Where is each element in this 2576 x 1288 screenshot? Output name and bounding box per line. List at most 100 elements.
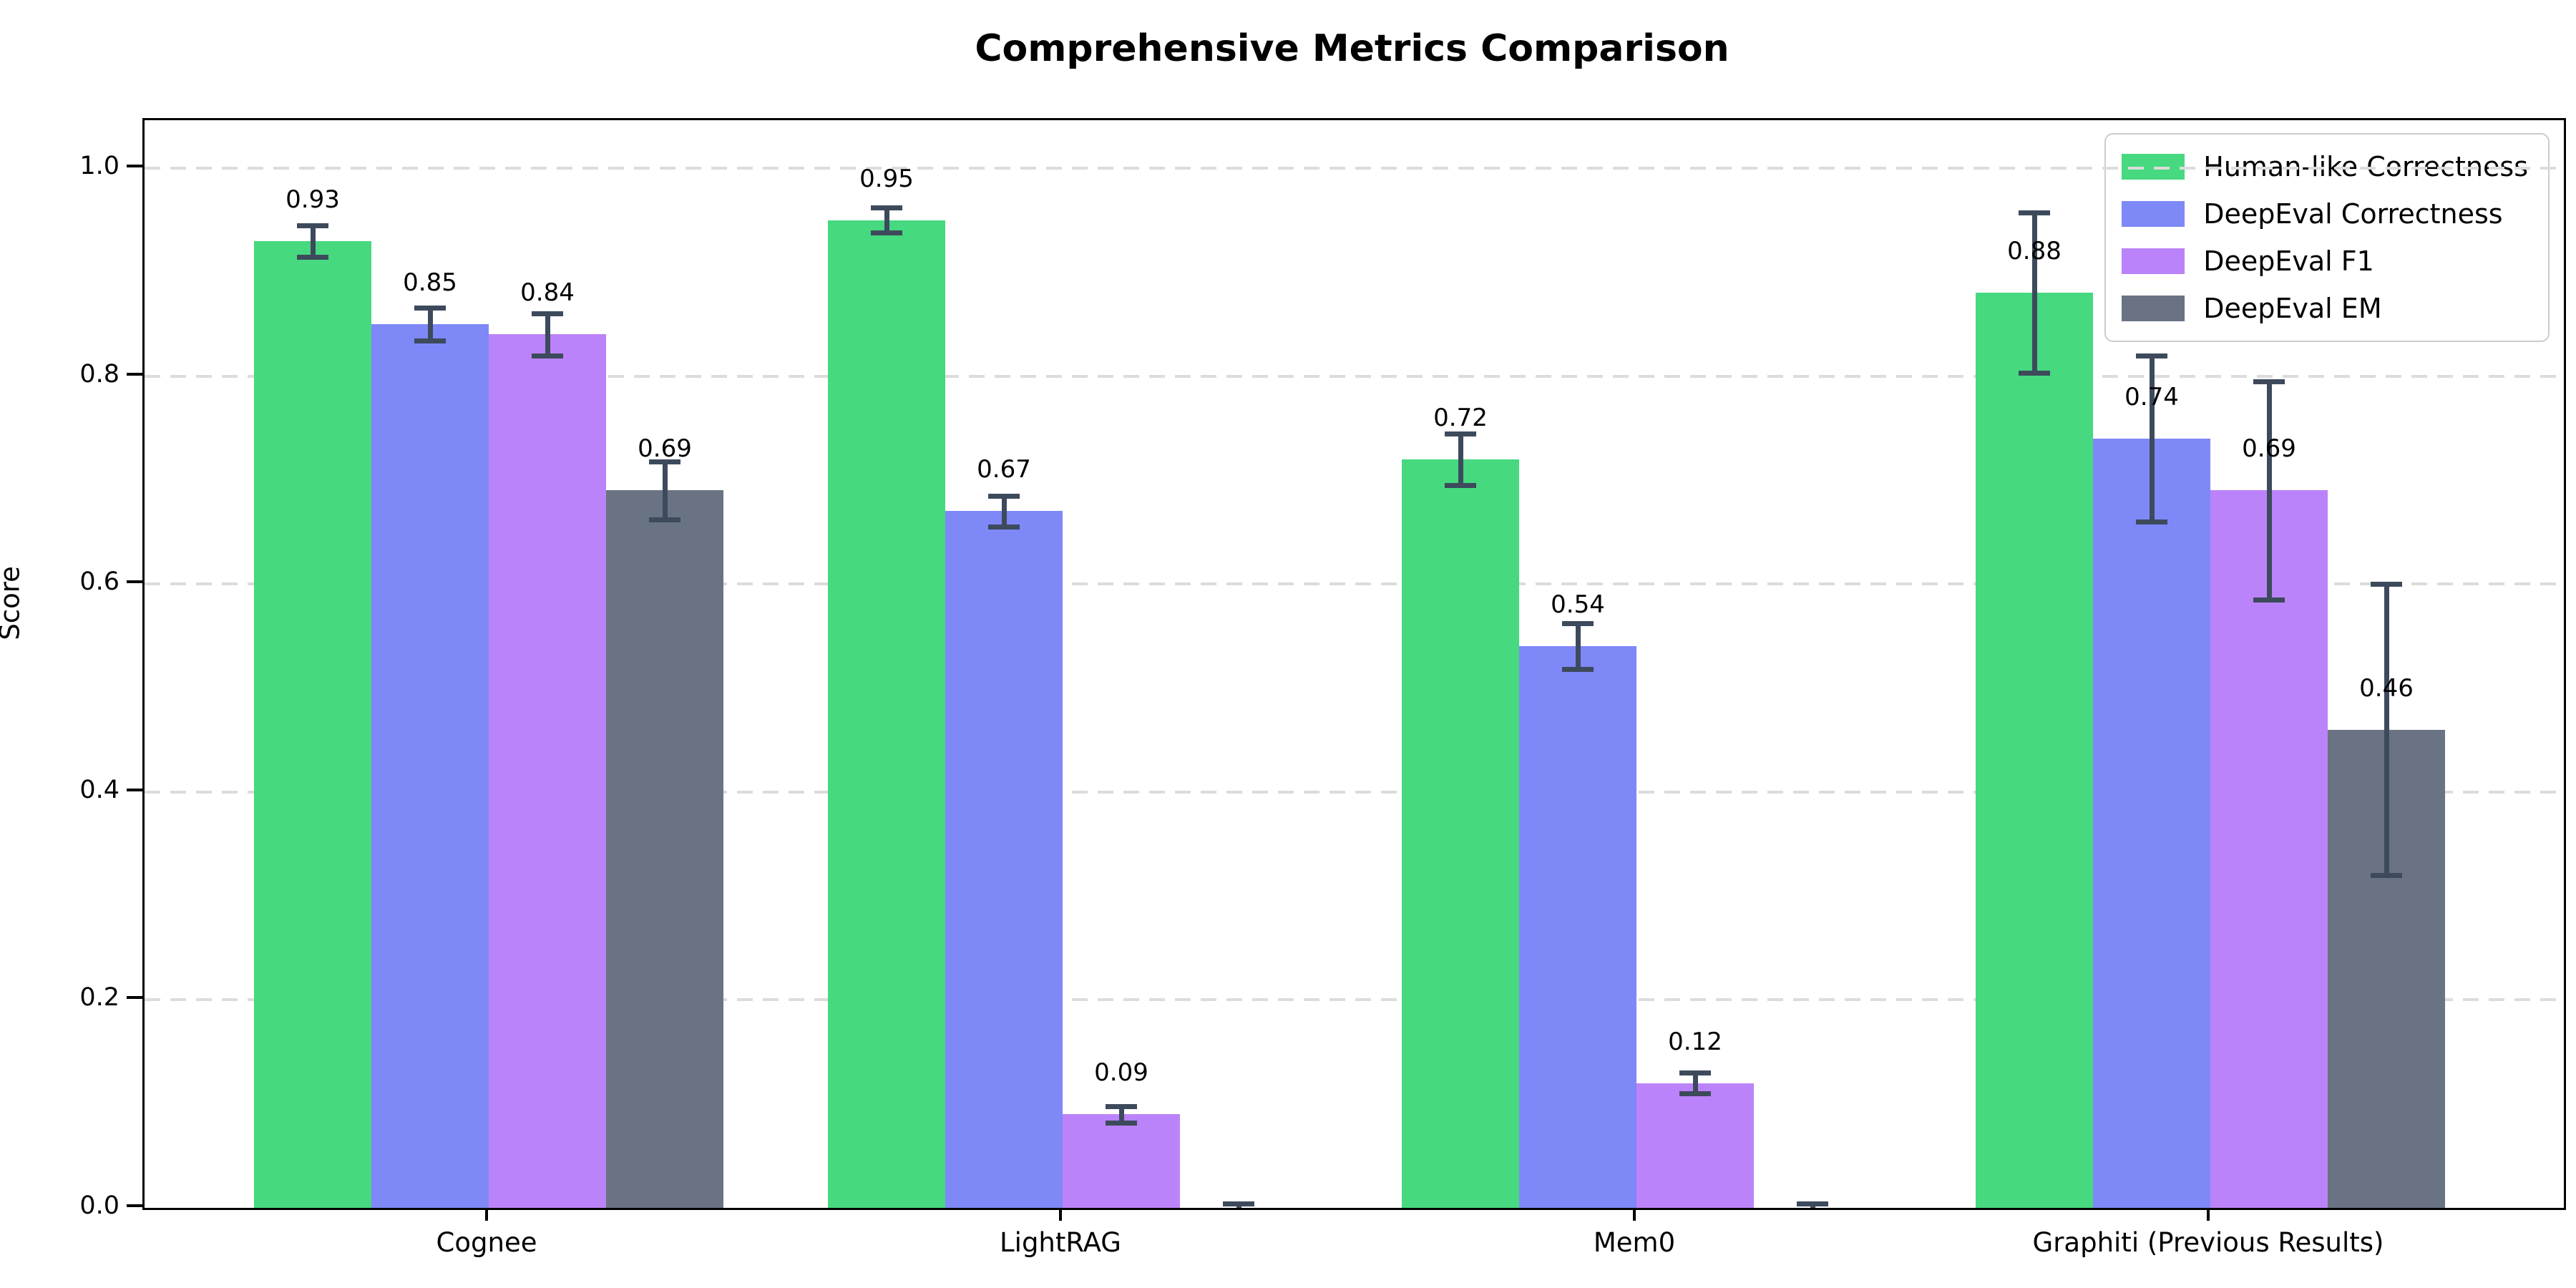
error-bar-cap-top bbox=[1679, 1070, 1711, 1076]
error-bar-cap-bottom bbox=[1679, 1091, 1711, 1097]
y-axis-tick bbox=[127, 580, 142, 584]
y-tick-label: 0.8 bbox=[79, 359, 119, 389]
y-axis-tick bbox=[127, 788, 142, 791]
error-bar-line bbox=[1458, 433, 1463, 486]
x-axis-tick bbox=[1633, 1208, 1636, 1221]
error-bar-cap-top bbox=[2019, 210, 2050, 216]
bar-value-label: 0.93 bbox=[286, 185, 340, 214]
bar bbox=[489, 334, 606, 1208]
error-bar-line bbox=[2032, 213, 2037, 374]
error-bar-cap-bottom bbox=[2019, 371, 2050, 376]
bar bbox=[254, 240, 371, 1208]
error-bar-cap-top bbox=[1106, 1103, 1137, 1109]
y-tick-label: 0.0 bbox=[79, 1191, 119, 1220]
gridline bbox=[145, 167, 2564, 170]
error-bar-line bbox=[2267, 381, 2272, 600]
error-bar-cap-bottom bbox=[1106, 1120, 1137, 1126]
x-axis-tick bbox=[485, 1208, 488, 1221]
bar-value-label: 0.09 bbox=[1094, 1058, 1148, 1088]
error-bar-line bbox=[1576, 623, 1581, 670]
bar-value-label: 0.88 bbox=[2007, 237, 2062, 266]
bar-value-label: 0.12 bbox=[1668, 1027, 1722, 1056]
error-bar-cap-bottom bbox=[1562, 667, 1594, 673]
error-bar-cap-bottom bbox=[2253, 597, 2285, 602]
error-bar-cap-top bbox=[1797, 1201, 1828, 1207]
error-bar-line bbox=[663, 461, 668, 520]
error-bar-line bbox=[311, 225, 316, 257]
y-tick-label: 1.0 bbox=[79, 152, 119, 180]
bar bbox=[2093, 438, 2210, 1208]
bar-value-label: 0.72 bbox=[1433, 403, 1488, 432]
legend-label: DeepEval EM bbox=[2203, 293, 2382, 324]
error-bar-cap-top bbox=[532, 311, 563, 317]
legend-item: DeepEval F1 bbox=[2122, 239, 2528, 283]
bar bbox=[2210, 490, 2328, 1208]
bar bbox=[606, 490, 723, 1208]
legend-label: DeepEval Correctness bbox=[2203, 198, 2503, 230]
error-bar-line bbox=[2150, 355, 2155, 522]
error-bar-cap-top bbox=[2371, 582, 2402, 587]
error-bar-cap-top bbox=[2253, 379, 2285, 384]
error-bar-cap-top bbox=[871, 205, 902, 211]
error-bar-line bbox=[1693, 1073, 1698, 1094]
bar-value-label: 0.54 bbox=[1551, 590, 1605, 620]
error-bar-line bbox=[1119, 1106, 1124, 1123]
error-bar-line bbox=[1002, 495, 1007, 527]
x-tick-label: Graphiti (Previous Results) bbox=[2032, 1227, 2384, 1258]
legend: Human-like Correctness DeepEval Correctne… bbox=[2104, 133, 2550, 342]
error-bar-line bbox=[545, 313, 550, 356]
bar bbox=[1976, 293, 2093, 1208]
bar bbox=[371, 323, 489, 1208]
x-tick-label: LightRAG bbox=[1000, 1227, 1121, 1258]
bar-value-label: 0.74 bbox=[2124, 382, 2179, 411]
legend-label: DeepEval F1 bbox=[2203, 245, 2374, 277]
bar bbox=[1636, 1083, 1754, 1208]
error-bar-cap-top bbox=[2136, 353, 2167, 358]
y-axis-tick bbox=[127, 372, 142, 376]
bar-value-label: 0.95 bbox=[859, 164, 914, 193]
bar bbox=[828, 220, 945, 1208]
error-bar-line bbox=[428, 307, 433, 341]
error-bar-cap-bottom bbox=[871, 230, 902, 236]
bar bbox=[945, 511, 1063, 1208]
legend-swatch-icon bbox=[2122, 248, 2185, 274]
error-bar-cap-top bbox=[414, 305, 446, 311]
error-bar-cap-bottom bbox=[414, 338, 446, 344]
legend-swatch-icon bbox=[2122, 201, 2185, 227]
x-axis-tick bbox=[2207, 1208, 2210, 1221]
y-axis-tick bbox=[127, 996, 142, 1000]
bar-value-label: 0.69 bbox=[2242, 434, 2296, 464]
bar-value-label: 0.67 bbox=[977, 455, 1031, 484]
bar bbox=[1402, 459, 1519, 1208]
x-tick-label: Mem0 bbox=[1593, 1227, 1676, 1258]
error-bar-cap-top bbox=[1445, 431, 1476, 436]
error-bar-cap-bottom bbox=[1445, 483, 1476, 489]
bar-value-label: 0.84 bbox=[520, 278, 575, 308]
error-bar-cap-bottom bbox=[2371, 873, 2402, 879]
gridline bbox=[145, 374, 2564, 378]
legend-item: DeepEval EM bbox=[2122, 286, 2528, 331]
error-bar-cap-bottom bbox=[532, 353, 563, 358]
error-bar-cap-top bbox=[988, 493, 1020, 499]
legend-item: DeepEval Correctness bbox=[2122, 192, 2528, 236]
gridline bbox=[145, 998, 2564, 1002]
gridline bbox=[145, 582, 2564, 586]
error-bar-cap-top bbox=[649, 459, 680, 464]
error-bar-cap-top bbox=[1223, 1201, 1254, 1207]
y-axis-tick bbox=[127, 1204, 142, 1207]
error-bar-line bbox=[2384, 584, 2389, 876]
chart-title: Comprehensive Metrics Comparison bbox=[975, 27, 1729, 70]
error-bar-cap-bottom bbox=[297, 254, 328, 260]
y-axis-tick bbox=[127, 165, 142, 167]
error-bar-cap-top bbox=[1562, 621, 1594, 627]
legend-swatch-icon bbox=[2122, 296, 2185, 321]
x-tick-label: Cognee bbox=[436, 1227, 537, 1258]
bar bbox=[1519, 646, 1636, 1208]
y-tick-label: 0.2 bbox=[79, 983, 119, 1013]
error-bar-line bbox=[884, 208, 889, 233]
y-tick-label: 0.4 bbox=[79, 775, 119, 804]
gridline bbox=[145, 790, 2564, 794]
error-bar-cap-bottom bbox=[2136, 519, 2167, 525]
error-bar-cap-bottom bbox=[649, 517, 680, 523]
